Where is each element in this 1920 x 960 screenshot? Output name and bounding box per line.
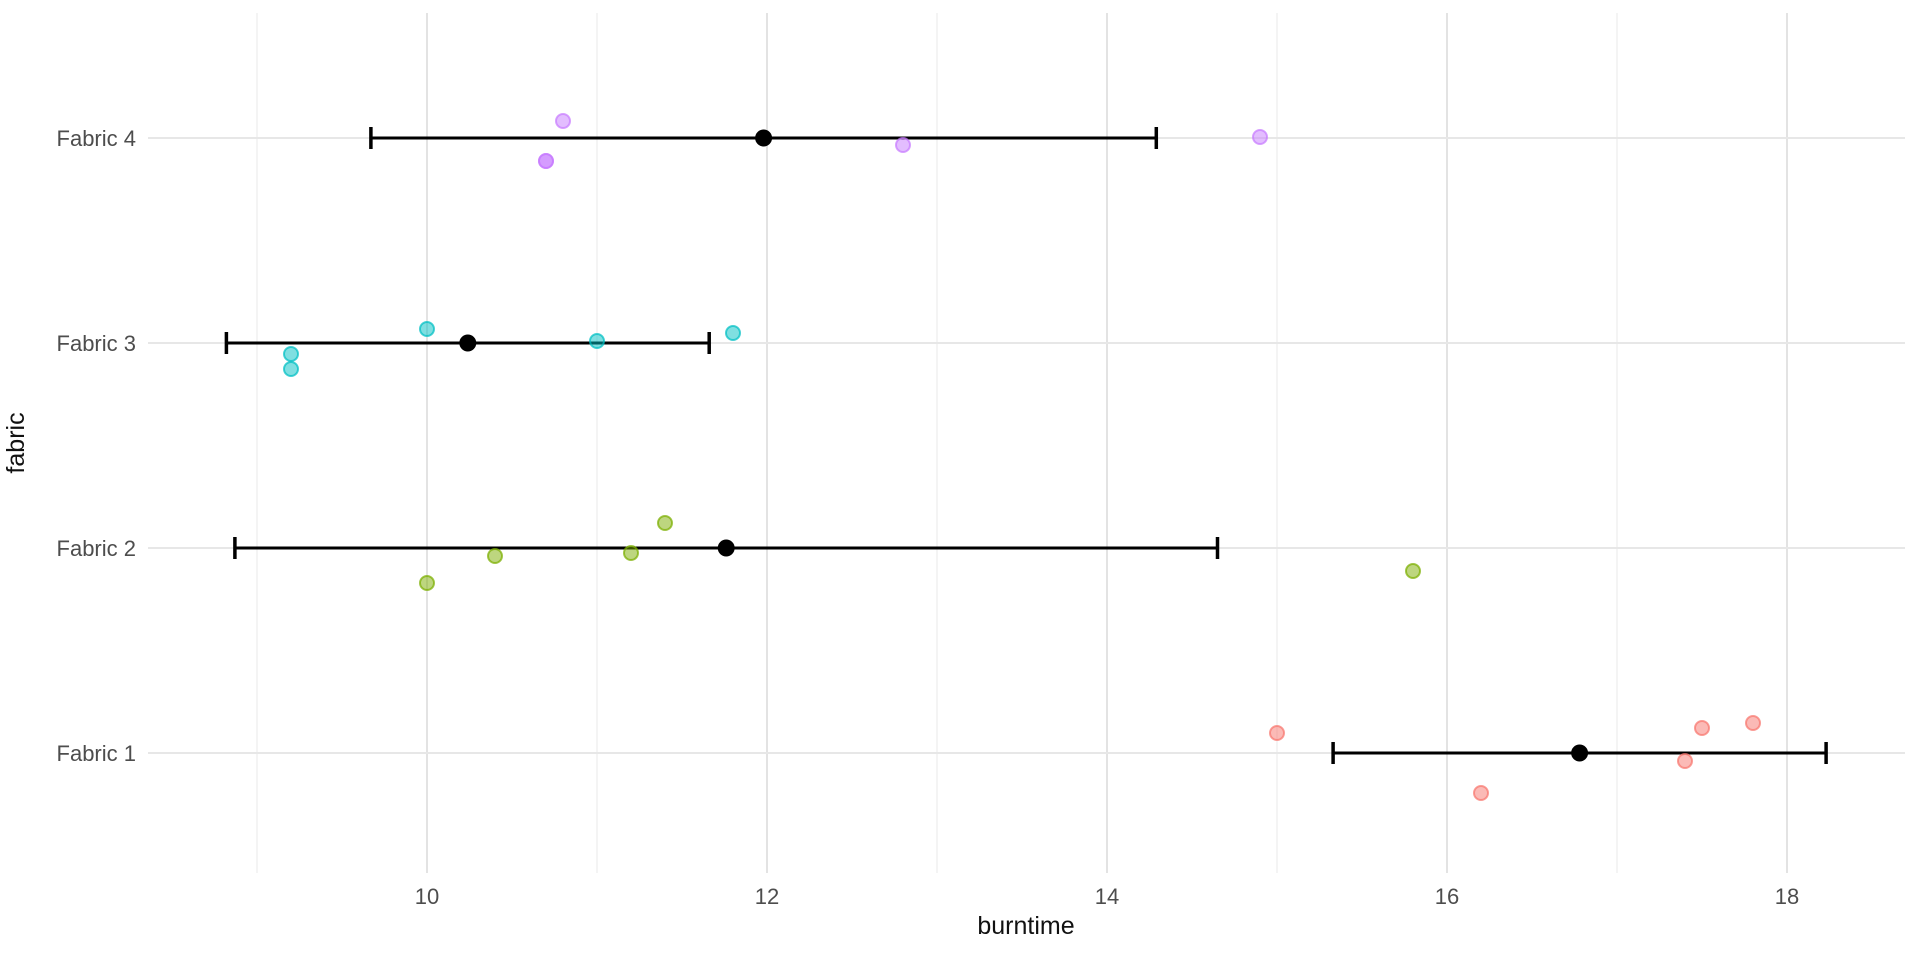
y-axis-category-label: Fabric 1 [57, 741, 136, 766]
y-axis-title: fabric [2, 412, 30, 473]
x-axis-tick-label: 12 [755, 884, 779, 909]
data-point [657, 515, 673, 531]
data-point [1269, 725, 1285, 741]
gridlines-layer [148, 13, 1905, 873]
data-point [1252, 129, 1268, 145]
axis-labels-layer: Fabric 1 Fabric 2 Fabric 3 Fabric 4 10 12 14 16… [57, 126, 1800, 909]
x-axis-tick-label: 14 [1095, 884, 1119, 909]
y-axis-category-label: Fabric 3 [57, 331, 136, 356]
x-axis-tick-label: 10 [415, 884, 439, 909]
data-point [1405, 563, 1421, 579]
mean-point [717, 539, 735, 557]
data-point [1473, 785, 1489, 801]
data-point [283, 361, 299, 377]
data-point [1677, 753, 1693, 769]
x-axis-title: burntime [977, 912, 1074, 940]
x-axis-tick-label: 16 [1435, 884, 1459, 909]
y-axis-category-label: Fabric 2 [57, 536, 136, 561]
data-point [487, 548, 503, 564]
data-point [725, 325, 741, 341]
data-point [623, 545, 639, 561]
mean-points-layer [459, 129, 1589, 762]
y-axis-category-label: Fabric 4 [57, 126, 136, 151]
mean-point [1571, 744, 1589, 762]
data-point [555, 113, 571, 129]
data-point [1694, 720, 1710, 736]
data-point [1745, 715, 1761, 731]
data-point [419, 575, 435, 591]
data-points-layer [283, 113, 1761, 801]
data-point [538, 153, 554, 169]
x-axis-tick-label: 18 [1775, 884, 1799, 909]
data-point [419, 321, 435, 337]
error-bars-layer [224, 127, 1828, 764]
data-point [589, 333, 605, 349]
data-point [283, 346, 299, 362]
mean-point [459, 334, 477, 352]
data-point [895, 137, 911, 153]
mean-point [755, 129, 773, 147]
